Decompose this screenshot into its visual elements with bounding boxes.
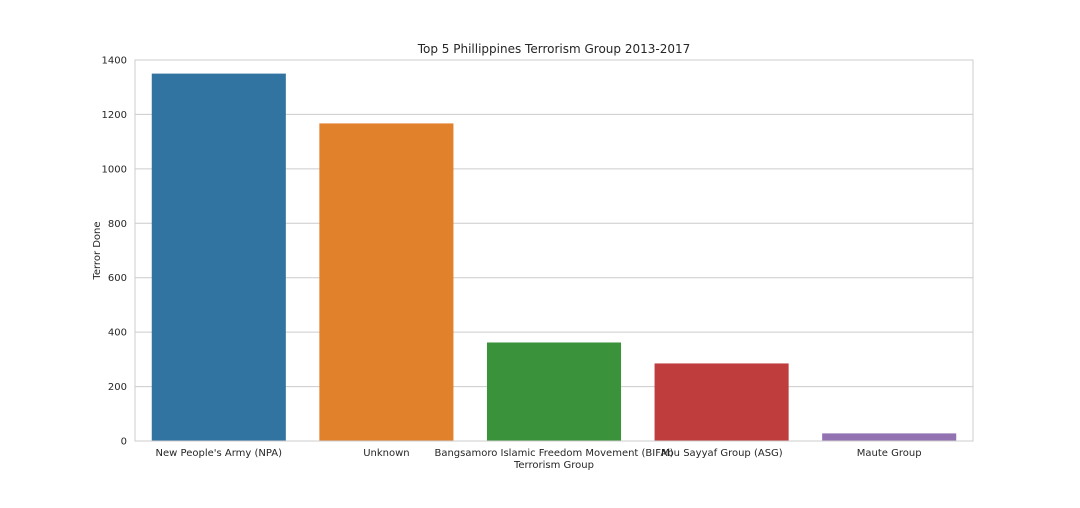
y-tick-label: 1000 [102, 164, 127, 175]
bar [822, 433, 957, 441]
y-tick-label: 0 [121, 437, 127, 448]
x-axis-title: Terrorism Group [513, 460, 594, 471]
y-axis-title: Terror Done [92, 221, 103, 280]
bar [486, 342, 622, 441]
x-tick-label: Abu Sayyaf Group (ASG) [660, 448, 782, 459]
bar [319, 123, 454, 441]
y-tick-label: 200 [108, 382, 127, 393]
y-tick-label: 800 [108, 219, 127, 230]
bars [151, 73, 957, 441]
y-tick-labels: 0 200 400 600 800 1000 1200 1400 [102, 56, 127, 448]
x-tick-label: New People's Army (NPA) [156, 448, 283, 459]
plot-frame [134, 59, 974, 442]
y-tick-label: 1200 [102, 110, 127, 121]
y-tick-label: 1400 [102, 56, 127, 67]
x-tick-label: Maute Group [857, 448, 922, 459]
chart-title: Top 5 Phillippines Terrorism Group 2013-… [417, 42, 691, 56]
bar [654, 363, 789, 441]
bar [151, 73, 286, 441]
y-tick-label: 400 [108, 328, 127, 339]
x-tick-label: Bangsamoro Islamic Freedom Movement (BIF… [434, 448, 673, 459]
y-tick-label: 600 [108, 273, 127, 284]
x-tick-label: Unknown [363, 448, 409, 459]
x-tick-labels: New People's Army (NPA) Unknown Bangsamoro… [156, 448, 922, 459]
